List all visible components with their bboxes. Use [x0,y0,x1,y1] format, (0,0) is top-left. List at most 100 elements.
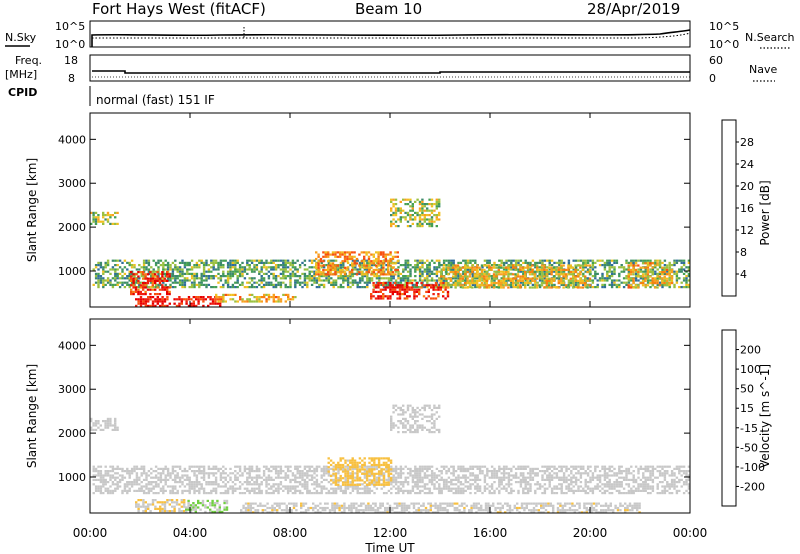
velocity-cell [584,492,587,495]
velocity-cell [303,472,307,475]
velocity-cell [152,492,155,495]
velocity-cell [601,465,604,468]
power-cell [517,261,520,264]
velocity-cell [522,478,525,481]
power-cell [294,268,297,271]
velocity-cell [519,478,523,481]
velocity-cell [222,492,225,495]
velocity-cell [397,485,400,488]
velocity-cell [250,470,254,473]
velocity-cell [531,472,535,475]
velocity-cell [99,492,103,495]
velocity-cell [498,483,501,486]
velocity-cell [438,485,441,488]
power-cell [351,259,355,262]
power-cell [202,296,205,299]
power-cell [341,251,344,254]
power-cell [402,216,405,219]
power-cell [469,286,472,289]
power-cell [370,266,373,269]
velocity-cell [584,489,587,492]
velocity-cell [315,481,319,484]
power-cell [255,281,259,284]
power-cell [195,275,199,278]
power-cell [379,273,383,276]
power-cell [466,261,470,264]
power-cell [366,275,369,278]
power-cell [433,214,436,217]
velocity-cell [558,465,561,468]
power-cell [239,298,242,301]
power-cell [147,268,151,271]
power-cell [286,286,290,289]
power-cell [409,275,412,278]
velocity-cell [474,487,477,490]
velocity-cell [370,489,374,492]
velocity-cell [591,476,595,479]
power-cell [319,273,323,276]
velocity-cell [548,478,551,481]
power-cell [181,281,184,284]
power-cell [166,266,170,269]
power-cell [457,275,460,278]
power-cell [214,261,218,264]
power-cell [163,298,167,301]
velocity-cell [598,485,602,488]
power-cell [516,273,520,276]
power-cell [536,264,539,267]
power-cell [591,259,595,262]
velocity-cell [529,478,532,481]
velocity-cell [402,489,405,492]
velocity-cell [114,422,117,425]
velocity-cell [121,489,124,492]
velocity-cell [522,465,525,468]
power-cell [210,286,213,289]
velocity-cell [399,487,403,490]
velocity-cell [135,465,139,468]
power-cell [584,261,587,264]
power-cell [459,279,462,282]
power-cell [368,279,371,282]
velocity-cell [152,470,155,473]
power-cell [418,286,422,289]
velocity-cell [248,489,251,492]
velocity-cell [202,476,206,479]
power-cell [209,302,212,305]
power-cell [149,298,152,301]
power-cell [142,275,146,278]
velocity-cell [327,481,331,484]
power-cell [205,264,208,267]
power-cell [193,277,196,280]
velocity-cell [416,487,419,490]
velocity-cell [310,474,314,477]
power-cell [104,270,107,273]
power-cell [348,255,351,258]
power-cell [435,272,439,275]
velocity-cell [445,478,448,481]
power-cell [625,268,628,271]
velocity-cell [174,485,177,488]
power-cell [329,266,332,269]
power-cell [438,203,441,206]
velocity-cell [262,478,266,481]
velocity-cell [572,481,575,484]
power-cell [478,268,482,271]
velocity-cell [445,483,448,486]
power-cell [346,275,350,278]
power-cell [601,283,604,286]
power-cell [486,261,489,264]
power-cell [524,273,527,276]
power-cell [502,273,505,276]
power-cell [435,225,438,228]
velocity-cell [313,472,316,475]
velocity-cell [505,489,508,492]
velocity-cell [253,481,256,484]
velocity-cell [265,478,268,481]
power-cell [209,298,212,301]
velocity-cell [363,487,367,490]
power-cell [99,277,103,280]
nsky-panel-frame [89,20,691,48]
velocity-cell [176,472,179,475]
power-cell [399,281,403,284]
power-cell [524,286,527,289]
